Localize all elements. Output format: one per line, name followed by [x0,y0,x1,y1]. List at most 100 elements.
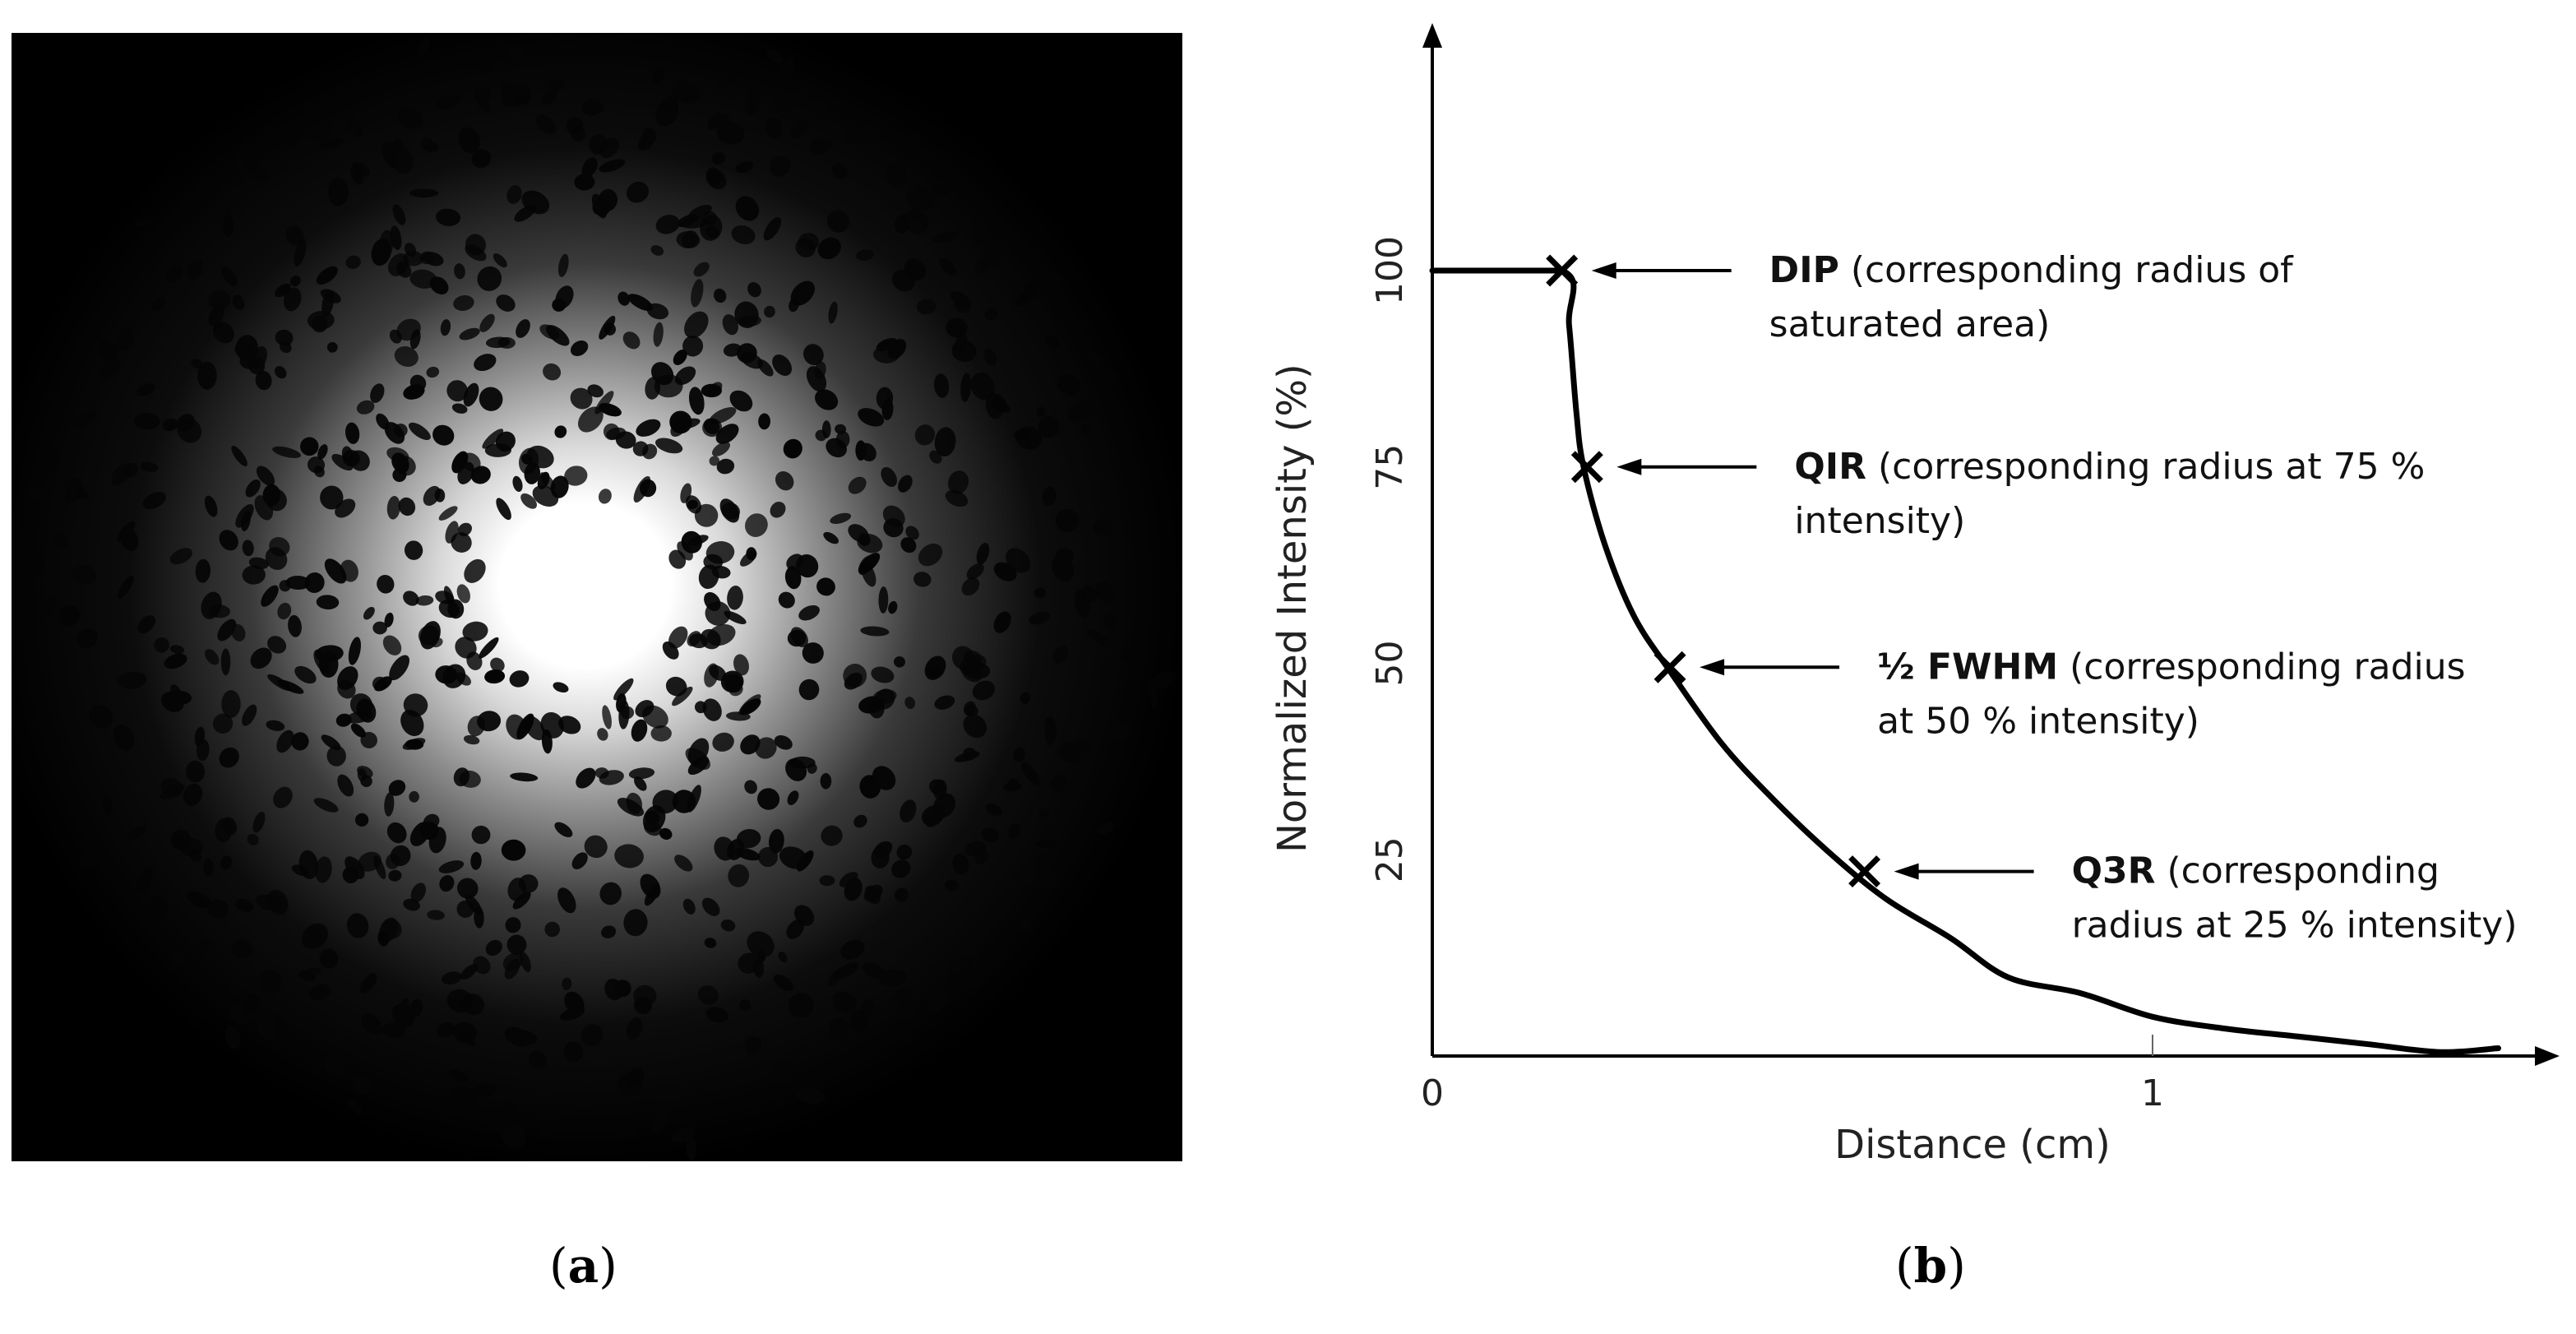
speckle-dot [215,818,233,843]
speckle-dot [479,313,495,332]
speckle-dot [898,475,913,493]
speckle-dot [313,798,339,813]
speckle-dot [644,820,662,836]
speckle-dot [231,623,246,642]
speckle-dot [267,636,287,654]
speckle-dot [457,522,472,536]
speckle-dot [735,196,760,221]
x-marker [1570,451,1603,484]
speckle-dot [276,730,294,753]
speckle-dot [419,621,441,650]
y-axis-arrow [1422,23,1442,48]
speckle-dot [1008,823,1021,840]
speckle-dot [678,418,701,429]
speckle-dot [459,770,481,788]
speckle-dot [437,1022,456,1038]
annotation-label-line2: intensity) [1794,500,1965,542]
speckle-dot [345,90,357,111]
x-marker [1546,254,1579,287]
speckle-dot [959,967,986,986]
speckle-dot [597,728,608,741]
speckle-dot [415,595,434,606]
speckle-dot [195,558,211,583]
speckle-dot [720,919,736,932]
speckle-dot [983,248,1000,270]
speckle-dot [1081,586,1098,603]
x-tick-label: 1 [2141,1072,2164,1114]
speckle-dot [650,245,664,256]
speckle-dot [474,89,491,114]
speckle-dot [684,311,709,339]
speckle-dot [321,734,341,751]
speckle-dot [652,790,678,814]
speckle-dot [652,66,666,84]
speckle-dot [651,362,674,386]
speckle-dot [682,898,696,915]
speckle-dot [626,181,650,203]
speckle-dot [463,734,480,745]
speckle-dot [891,269,915,292]
speckle-dot [1055,508,1079,533]
speckle-dot [559,1007,585,1021]
speckle-dot [650,1109,670,1135]
speckle-dot [727,838,745,860]
speckle-dot [446,380,469,402]
speckle-dot [834,962,859,980]
speckle-dot [473,956,491,975]
speckle-dot [160,777,183,798]
speckle-image-canvas [12,33,1182,1161]
speckle-dot [345,255,361,269]
speckle-dot [914,424,936,446]
speckle-dot [784,566,802,590]
speckle-dot [1015,426,1043,450]
speckle-dot [315,645,344,663]
speckle-dot [23,553,46,573]
speckle-dot [456,672,471,686]
speckle-dot [939,257,957,276]
speckle-dot [1051,775,1067,793]
speckle-dot [604,978,623,1001]
speckle-dot [858,442,876,462]
speckle-dot [1113,723,1129,743]
speckle-dot [51,530,68,549]
speckle-dot [932,232,960,243]
speckle-dot [352,1074,372,1095]
speckle-dot [964,704,978,717]
speckle-dot [881,466,898,488]
speckle-dot [770,1059,795,1085]
speckle-dot [835,430,850,449]
speckle-dot [289,276,301,287]
speckle-dot [382,1023,407,1038]
speckle-dot [974,849,988,864]
speckle-dot [1003,782,1022,792]
speckle-dot [250,647,272,669]
speckle-dot [1057,373,1081,395]
caption-b: (b) [1895,1238,1966,1294]
speckle-dot [738,694,761,716]
speckle-dot [717,76,730,90]
speckle-dot [266,720,285,731]
speckle-dot [319,138,345,149]
speckle-dot [197,361,217,390]
speckle-dot [232,161,243,178]
speckle-dot [613,1114,639,1137]
speckle-dot [320,485,344,510]
speckle-dot [403,693,428,717]
speckle-dot [872,766,896,790]
speckle-dot [724,610,747,624]
speckle-dot [682,336,704,357]
chart-canvas: 0 1 25 50 75 100 Distance (cm) Normalized Int… [1270,23,2560,1168]
speckle-dot [862,998,876,1017]
speckle-dot [787,629,807,647]
speckle-dot [524,462,541,484]
speckle-dot [136,866,154,894]
speckle-dot [217,618,237,642]
speckle-dot [485,336,511,349]
speckle-dot [501,839,526,861]
speckle-dot [566,117,584,135]
speckle-dot [714,288,727,303]
speckle-dot [921,805,946,826]
speckle-dot [639,479,657,498]
speckle-dot [981,827,999,843]
speckle-dot [654,438,683,454]
